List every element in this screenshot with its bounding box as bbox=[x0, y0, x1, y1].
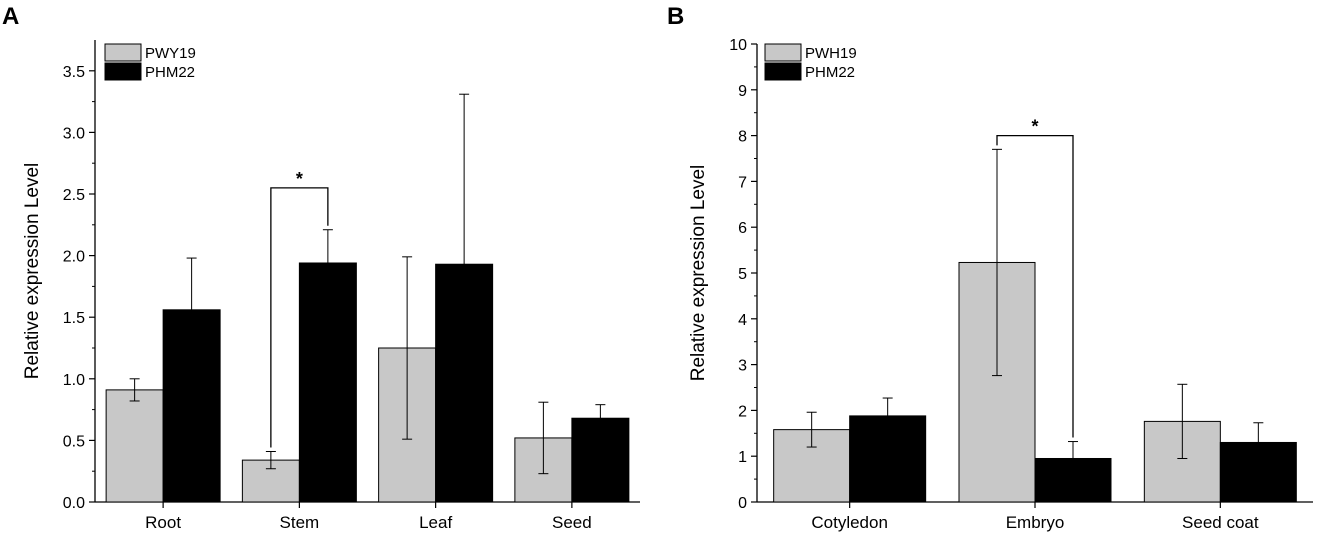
bar bbox=[105, 389, 164, 503]
significance-bracket bbox=[270, 187, 329, 448]
significance-star: * bbox=[296, 169, 303, 189]
y-tick-label: 2 bbox=[738, 403, 747, 420]
y-tick-label: 4 bbox=[738, 312, 747, 329]
chart-panel-a: A 0.0 0.5 1.0 1.5 2.0 2.5 3.0 3.5 Relative expres… bbox=[2, 3, 640, 532]
y-tick-label: 1.0 bbox=[63, 372, 85, 389]
y-tick-label: 0 bbox=[738, 495, 747, 512]
legend-label: PWY19 bbox=[145, 45, 196, 62]
bar bbox=[298, 262, 357, 503]
legend-label: PWH19 bbox=[805, 45, 857, 62]
y-tick-label: 3 bbox=[738, 358, 747, 375]
y-tick-label: 3.0 bbox=[63, 125, 85, 142]
y-tick-label: 2.5 bbox=[63, 187, 85, 204]
y-tick-label: 7 bbox=[738, 174, 747, 191]
x-category-label: Seed coat bbox=[1182, 513, 1259, 532]
x-category-label: Cotyledon bbox=[811, 513, 888, 532]
x-category-label: Leaf bbox=[419, 513, 452, 532]
legend-label: PHM22 bbox=[805, 64, 855, 81]
panel-letter: B bbox=[667, 3, 684, 30]
chart-panel-b: B 0 1 2 3 4 5 6 7 8 9 10 Relative expression Level Co… bbox=[667, 3, 1313, 532]
y-tick-label: 6 bbox=[738, 220, 747, 237]
y-tick-label: 5 bbox=[738, 266, 747, 283]
x-category-label: Stem bbox=[280, 513, 320, 532]
y-tick-label: 0.5 bbox=[63, 433, 85, 450]
significance-star: * bbox=[1031, 117, 1038, 137]
legend-label: PHM22 bbox=[145, 64, 195, 81]
x-category-label: Root bbox=[145, 513, 181, 532]
significance-bracket bbox=[996, 134, 1074, 438]
y-tick-label: 9 bbox=[738, 83, 747, 100]
legend-swatch bbox=[764, 43, 802, 62]
y-tick-label: 0.0 bbox=[63, 495, 85, 512]
panel-letter: A bbox=[2, 3, 19, 30]
y-tick-label: 3.5 bbox=[63, 64, 85, 81]
y-tick-label: 1 bbox=[738, 449, 747, 466]
legend-swatch bbox=[764, 62, 802, 81]
legend-swatch bbox=[104, 62, 142, 81]
y-axis-title: Relative expression Level bbox=[688, 165, 709, 382]
y-tick-label: 10 bbox=[729, 37, 747, 54]
x-category-label: Seed bbox=[552, 513, 592, 532]
y-tick-label: 1.5 bbox=[63, 310, 85, 327]
y-tick-label: 8 bbox=[738, 129, 747, 146]
legend-swatch bbox=[104, 43, 142, 62]
y-axis-title: Relative expression Level bbox=[22, 163, 43, 380]
y-tick-label: 2.0 bbox=[63, 249, 85, 266]
x-category-label: Embryo bbox=[1006, 513, 1065, 532]
